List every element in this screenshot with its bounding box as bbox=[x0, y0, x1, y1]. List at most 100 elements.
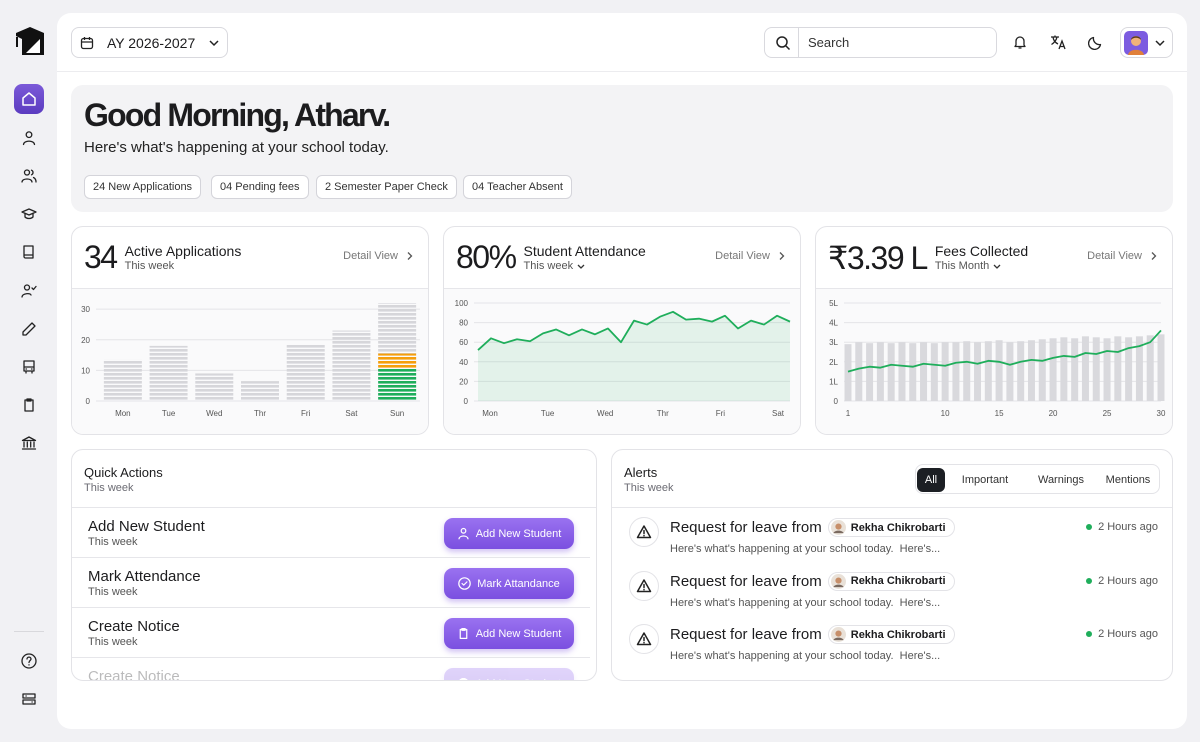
icon bbox=[21, 169, 37, 183]
nav-item[interactable] bbox=[14, 123, 44, 153]
stat-card: 80% Student Attendance This week Detail Vie… bbox=[443, 226, 801, 435]
alert-row: Request for leave from Rekha Chikrobarti H… bbox=[612, 562, 1172, 615]
year-selector[interactable]: AY 2026-2027 bbox=[71, 27, 228, 58]
translate-icon[interactable] bbox=[1050, 34, 1066, 50]
stat-title: Active Applications bbox=[124, 243, 242, 259]
tab[interactable]: Warnings bbox=[1037, 474, 1085, 486]
x-tick-label: Wed bbox=[597, 409, 613, 418]
action-button[interactable]: Add New Student bbox=[444, 518, 574, 549]
alert-icon bbox=[629, 624, 659, 654]
tab[interactable]: All bbox=[917, 468, 945, 492]
period-chevron[interactable] bbox=[576, 262, 586, 272]
tab[interactable]: Important bbox=[961, 474, 1009, 486]
warning-icon bbox=[636, 525, 652, 539]
action-button[interactable]: Mark Attandance bbox=[444, 568, 574, 599]
icon-path bbox=[21, 284, 37, 298]
stat-title: Fees Collected bbox=[934, 243, 1029, 259]
bar bbox=[1006, 342, 1014, 401]
y-tick-label: 2L bbox=[829, 358, 838, 367]
avatar-body bbox=[833, 637, 844, 641]
bar bbox=[844, 344, 852, 401]
action-button[interactable]: Add New Student bbox=[444, 668, 574, 680]
bar-segment bbox=[149, 345, 188, 401]
detail-link[interactable]: Detail View bbox=[715, 250, 786, 262]
y-tick-label: 80 bbox=[459, 319, 468, 328]
user-name: Rekha Chikrobarti bbox=[850, 521, 946, 534]
nav-item[interactable] bbox=[14, 684, 44, 714]
alert-user: Rekha Chikrobarti bbox=[827, 571, 955, 591]
chevron-path bbox=[779, 252, 785, 260]
y-tick-label: 0 bbox=[834, 397, 839, 406]
icon bbox=[22, 322, 36, 336]
x-tick-label: 10 bbox=[941, 409, 950, 418]
panel-period: This week bbox=[84, 482, 134, 494]
divider bbox=[72, 557, 590, 558]
icon bbox=[22, 92, 36, 106]
nav-item[interactable] bbox=[14, 428, 44, 458]
icon-path bbox=[636, 525, 652, 539]
panel-period: This week bbox=[624, 482, 674, 494]
logo[interactable] bbox=[14, 25, 46, 57]
bar bbox=[876, 342, 884, 401]
nav-item[interactable] bbox=[14, 161, 44, 191]
search-box[interactable]: Search bbox=[764, 27, 997, 58]
greeting-title: Good Morning, Atharv. bbox=[84, 97, 391, 133]
tab[interactable]: Mentions bbox=[1105, 474, 1151, 486]
icon bbox=[24, 398, 34, 412]
chevron bbox=[209, 40, 219, 47]
icon-path bbox=[458, 527, 469, 540]
x-tick-label: Mon bbox=[115, 409, 131, 418]
bar bbox=[1135, 336, 1143, 401]
chart: 0 10 20 30 Mon Tue Wed Thr Fri Sat Sun bbox=[72, 288, 428, 434]
chart: 0 1L 2L 3L 4L 5L 1 10 15 20 25 30 bbox=[816, 288, 1172, 434]
y-tick-label: 40 bbox=[459, 358, 468, 367]
bar bbox=[909, 343, 917, 401]
avatar-face bbox=[835, 630, 842, 637]
y-tick-label: 4L bbox=[829, 319, 838, 328]
alert-user: Rekha Chikrobarti bbox=[827, 518, 955, 537]
nav-item[interactable] bbox=[14, 237, 44, 267]
nav-item[interactable] bbox=[14, 390, 44, 420]
panel-title: Alerts bbox=[624, 465, 658, 480]
icon-path bbox=[23, 360, 35, 374]
bar bbox=[920, 342, 928, 401]
nav-home[interactable] bbox=[14, 84, 44, 114]
y-tick-label: 60 bbox=[459, 338, 468, 347]
nav-item[interactable] bbox=[14, 276, 44, 306]
panel-title: Quick Actions bbox=[84, 465, 163, 480]
bar bbox=[1146, 335, 1154, 401]
detail-link[interactable]: Detail View bbox=[1087, 250, 1158, 262]
alert-row: Request for leave from Rekha Chikrobarti H… bbox=[612, 615, 1172, 668]
alert-title: Request for leave from bbox=[670, 626, 822, 643]
divider bbox=[72, 657, 590, 658]
moon-icon[interactable] bbox=[1088, 34, 1104, 50]
bar bbox=[930, 343, 938, 401]
bell-icon[interactable] bbox=[1012, 34, 1028, 50]
icon-path bbox=[23, 245, 34, 259]
bar bbox=[887, 343, 895, 401]
detail-link[interactable]: Detail View bbox=[343, 250, 414, 262]
profile-menu[interactable] bbox=[1120, 27, 1173, 58]
chevron-path bbox=[993, 264, 1001, 269]
action-button[interactable]: Add New Student bbox=[444, 618, 574, 649]
y-tick-label: 10 bbox=[81, 366, 90, 375]
alert-row: Request for leave from Rekha Chikrobarti H… bbox=[612, 508, 1172, 561]
period-chevron[interactable] bbox=[992, 262, 1002, 272]
user-avatar bbox=[830, 573, 846, 589]
nav-item[interactable] bbox=[14, 199, 44, 229]
bar-segment bbox=[103, 359, 142, 401]
nav-divider bbox=[14, 631, 44, 632]
x-tick-label: Mon bbox=[482, 409, 498, 418]
nav-item[interactable] bbox=[14, 314, 44, 344]
alert-text: Here's what's happening at your school t… bbox=[670, 543, 941, 555]
detail-chevron bbox=[407, 252, 413, 260]
icon-path bbox=[636, 632, 652, 646]
bar bbox=[1081, 336, 1089, 401]
status-dot bbox=[1086, 524, 1093, 530]
bar-segment bbox=[378, 353, 417, 369]
bar-segment bbox=[286, 344, 325, 401]
action-title: Add New Student bbox=[88, 518, 205, 535]
nav-item[interactable] bbox=[14, 646, 44, 676]
alert-time: 2 Hours ago bbox=[1086, 575, 1158, 587]
nav-item[interactable] bbox=[14, 352, 44, 382]
